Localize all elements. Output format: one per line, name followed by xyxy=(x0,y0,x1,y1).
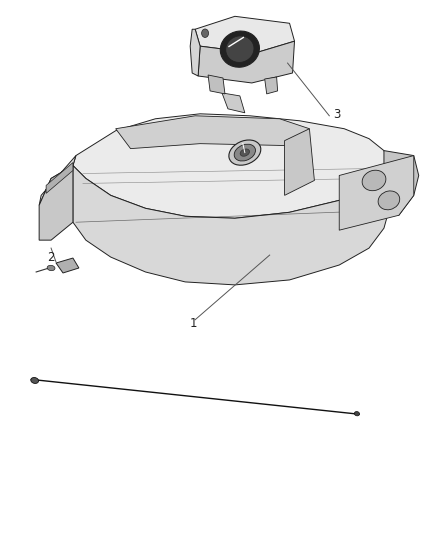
Polygon shape xyxy=(208,75,225,94)
Ellipse shape xyxy=(354,411,360,416)
Ellipse shape xyxy=(31,377,39,383)
Ellipse shape xyxy=(234,144,255,161)
Text: 3: 3 xyxy=(333,108,341,120)
Polygon shape xyxy=(265,77,278,94)
Polygon shape xyxy=(73,166,389,285)
Polygon shape xyxy=(339,156,414,230)
Ellipse shape xyxy=(220,31,259,67)
Polygon shape xyxy=(39,156,76,205)
Text: 1: 1 xyxy=(189,318,197,330)
Polygon shape xyxy=(190,29,200,76)
Polygon shape xyxy=(285,129,314,196)
Ellipse shape xyxy=(362,170,386,191)
Polygon shape xyxy=(73,114,389,218)
Ellipse shape xyxy=(47,265,55,271)
Polygon shape xyxy=(198,41,294,83)
Polygon shape xyxy=(56,258,79,273)
Ellipse shape xyxy=(226,36,254,62)
Polygon shape xyxy=(46,163,73,193)
Circle shape xyxy=(201,29,208,37)
Polygon shape xyxy=(116,116,309,149)
Ellipse shape xyxy=(229,140,261,165)
Polygon shape xyxy=(39,166,73,240)
Polygon shape xyxy=(384,151,419,215)
Polygon shape xyxy=(222,93,245,113)
Polygon shape xyxy=(195,17,294,53)
Ellipse shape xyxy=(240,149,250,156)
Text: 2: 2 xyxy=(47,251,55,264)
Ellipse shape xyxy=(378,191,400,210)
